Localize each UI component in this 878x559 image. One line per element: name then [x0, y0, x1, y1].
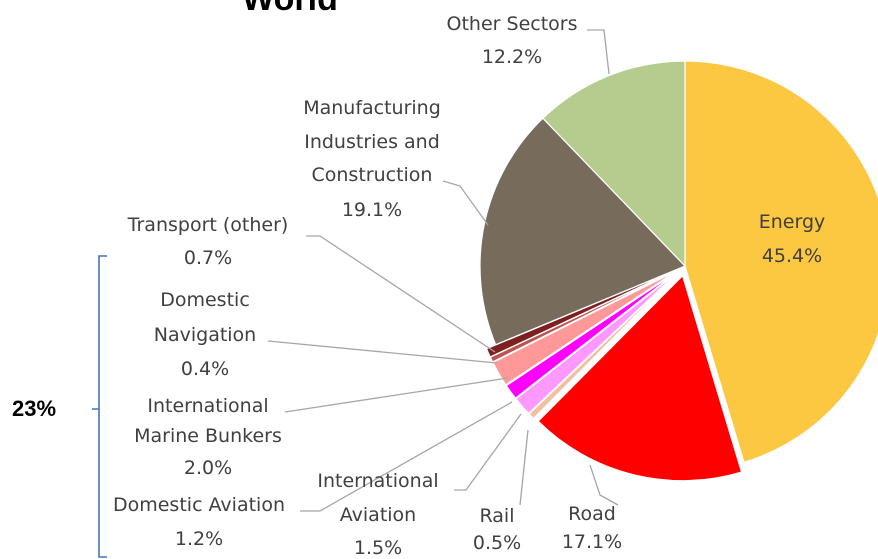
transport-bracket: 23% [12, 255, 107, 558]
slice-value-road: 17.1% [562, 531, 622, 553]
pie-slices [479, 60, 878, 482]
slice-label-road: Road [568, 503, 616, 525]
pie-slice-domestic-aviation [505, 271, 678, 400]
leader-line-other-sectors [587, 29, 610, 75]
slice-value-rail: 0.5% [473, 532, 521, 554]
leader-line-international-marine-bunkers [284, 377, 509, 413]
pie-slice-manufacturing-industries-and-construction [479, 117, 687, 346]
slice-label-manufacturing-industries-and-construction: Construction [312, 164, 433, 186]
slice-label-manufacturing-industries-and-construction: Manufacturing [303, 97, 441, 119]
slice-label-international-aviation: International [317, 470, 438, 492]
slice-label-international-marine-bunkers: Marine Bunkers [134, 425, 282, 447]
pie-slice-other-sectors [542, 60, 686, 268]
slice-label-domestic-navigation: Domestic [160, 289, 250, 311]
slice-label-energy: Energy [759, 211, 826, 233]
slice-label-international-marine-bunkers: International [147, 395, 268, 417]
slice-label-international-aviation: Aviation [340, 504, 416, 526]
slice-value-energy: 45.4% [762, 245, 822, 267]
leader-line-road [589, 464, 619, 506]
leader-line-transport-other [306, 235, 496, 353]
slice-label-transport-other: Transport (other) [127, 214, 289, 236]
pie-slice-international-aviation [515, 272, 678, 415]
slice-value-domestic-aviation: 1.2% [175, 528, 223, 550]
slice-labels: Energy 45.4% Road 17.1% Rail 0.5% Internationa… [113, 13, 825, 559]
bracket-line [92, 255, 107, 558]
slice-label-domestic-aviation: Domestic Aviation [113, 494, 285, 516]
leader-line-domestic-navigation [267, 340, 498, 364]
slice-value-domestic-navigation: 0.4% [181, 358, 229, 380]
leader-lines [267, 29, 619, 512]
slice-value-other-sectors: 12.2% [482, 46, 542, 68]
slice-value-international-aviation: 1.5% [354, 537, 402, 559]
slice-value-international-marine-bunkers: 2.0% [184, 457, 232, 479]
slice-value-transport-other: 0.7% [184, 247, 232, 269]
slice-value-manufacturing-industries-and-construction: 19.1% [342, 199, 402, 221]
pie-slice-energy [684, 60, 878, 464]
leader-line-manufacturing-industries-and-construction [442, 180, 489, 226]
pie-slice-road [537, 274, 743, 482]
bracket-label: 23% [12, 396, 56, 421]
leader-line-rail [519, 429, 529, 506]
slice-label-domestic-navigation: Navigation [154, 324, 256, 346]
chart-title: World [242, 0, 338, 18]
pie-slice-transport-other [485, 269, 677, 358]
leader-line-domestic-aviation [300, 401, 513, 512]
pie-slice-rail [528, 272, 679, 420]
slice-label-other-sectors: Other Sectors [447, 13, 578, 35]
slice-label-rail: Rail [480, 505, 515, 527]
slice-label-manufacturing-industries-and-construction: Industries and [304, 131, 440, 153]
leader-line-international-aviation [454, 413, 522, 491]
